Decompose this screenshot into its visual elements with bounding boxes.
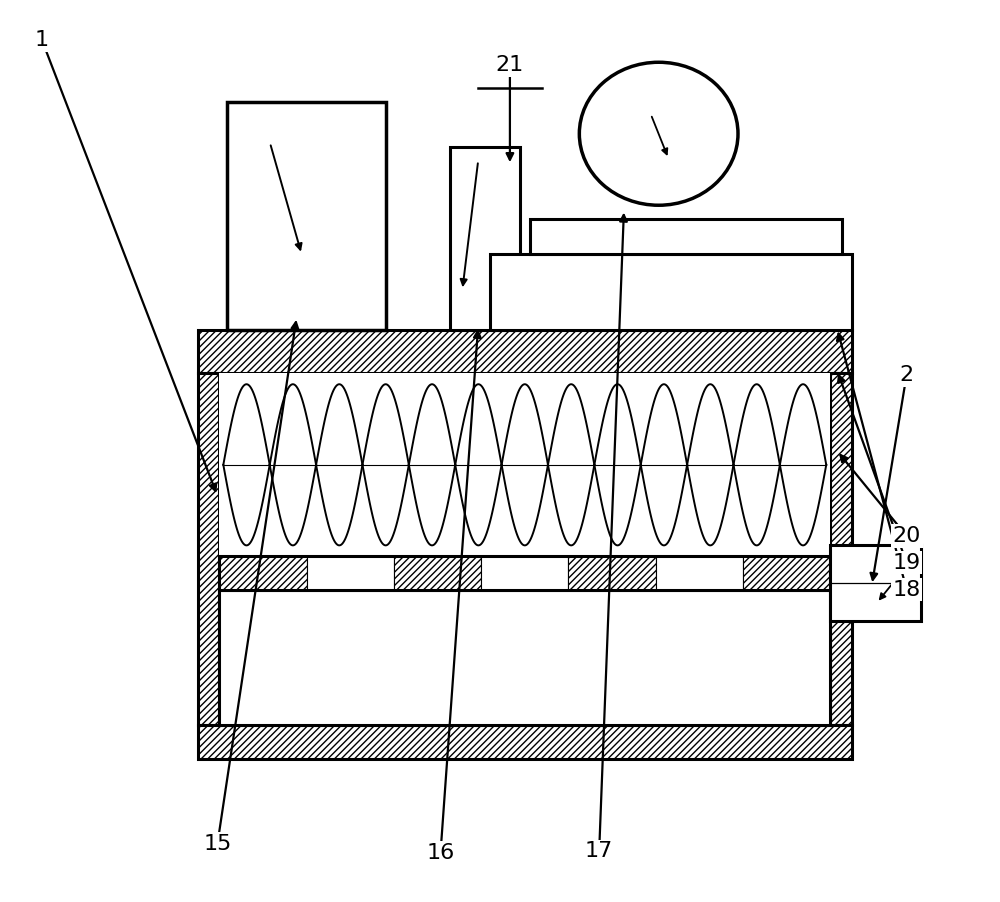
Text: 17: 17 <box>585 842 613 861</box>
Bar <box>568 557 656 590</box>
Circle shape <box>579 62 738 206</box>
Text: 18: 18 <box>892 579 921 600</box>
Bar <box>219 373 830 557</box>
Bar <box>219 590 830 725</box>
Text: 16: 16 <box>426 843 455 863</box>
Bar <box>830 545 921 621</box>
Bar <box>450 147 520 330</box>
Text: 20: 20 <box>892 526 921 546</box>
Bar <box>530 218 842 254</box>
Bar <box>743 557 830 590</box>
Text: 19: 19 <box>892 553 921 573</box>
Bar <box>307 557 394 590</box>
Bar <box>656 557 743 590</box>
Bar <box>481 557 568 590</box>
Bar <box>830 373 852 725</box>
Bar <box>198 725 852 759</box>
Bar <box>219 557 307 590</box>
Text: 21: 21 <box>496 55 524 75</box>
Bar <box>198 373 219 725</box>
Text: 1: 1 <box>35 30 49 50</box>
Bar <box>394 557 481 590</box>
Text: 15: 15 <box>203 834 232 854</box>
Bar <box>219 557 830 590</box>
Text: 2: 2 <box>900 365 914 385</box>
Bar <box>198 330 852 373</box>
Bar <box>490 254 852 330</box>
Bar <box>227 103 386 330</box>
